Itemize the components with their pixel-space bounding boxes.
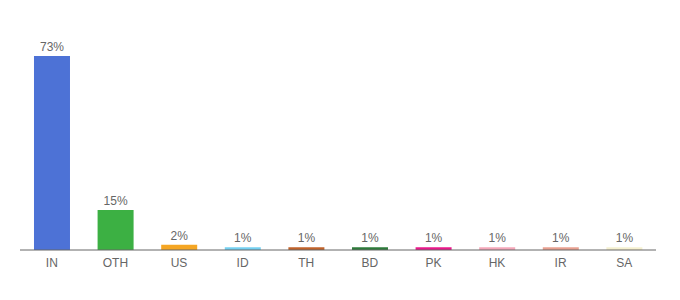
svg-text:2%: 2% bbox=[171, 229, 189, 243]
svg-text:1%: 1% bbox=[552, 231, 570, 245]
svg-text:HK: HK bbox=[489, 256, 506, 270]
svg-text:1%: 1% bbox=[489, 231, 507, 245]
svg-text:15%: 15% bbox=[104, 194, 128, 208]
svg-text:1%: 1% bbox=[234, 231, 252, 245]
svg-text:ID: ID bbox=[237, 256, 249, 270]
svg-text:OTH: OTH bbox=[103, 256, 128, 270]
svg-text:SA: SA bbox=[616, 256, 632, 270]
svg-text:73%: 73% bbox=[40, 40, 64, 54]
svg-text:1%: 1% bbox=[425, 231, 443, 245]
svg-text:BD: BD bbox=[361, 256, 378, 270]
svg-text:1%: 1% bbox=[298, 231, 316, 245]
svg-text:US: US bbox=[171, 256, 188, 270]
svg-text:1%: 1% bbox=[361, 231, 379, 245]
svg-text:1%: 1% bbox=[616, 231, 634, 245]
svg-text:IR: IR bbox=[555, 256, 567, 270]
svg-text:IN: IN bbox=[46, 256, 58, 270]
svg-text:TH: TH bbox=[298, 256, 314, 270]
svg-text:PK: PK bbox=[425, 256, 441, 270]
